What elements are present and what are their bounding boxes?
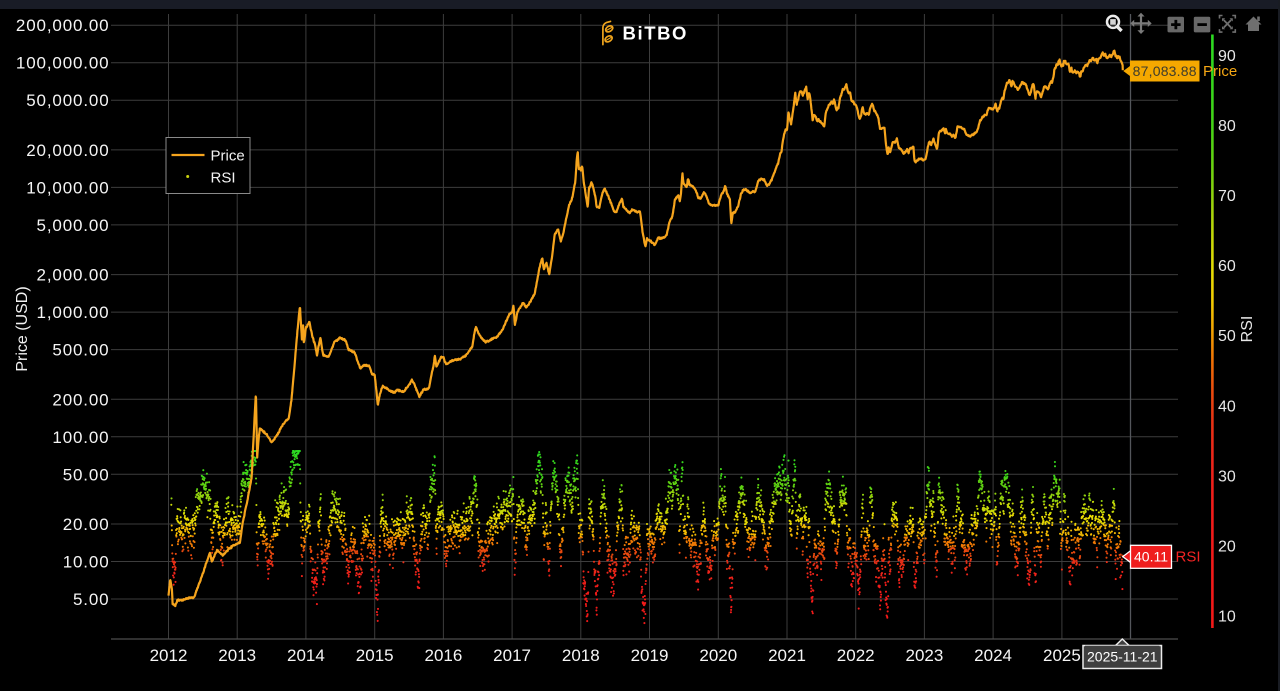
- svg-text:50,000.00: 50,000.00: [26, 91, 109, 110]
- svg-text:200,000.00: 200,000.00: [16, 16, 110, 35]
- svg-text:40.11: 40.11: [1134, 549, 1168, 565]
- svg-text:80: 80: [1218, 118, 1236, 135]
- svg-text:2020: 2020: [699, 646, 737, 665]
- svg-text:20.00: 20.00: [63, 515, 110, 534]
- svg-text:90: 90: [1218, 48, 1236, 65]
- svg-text:2023: 2023: [905, 646, 943, 665]
- svg-text:BiTBO: BiTBO: [623, 23, 689, 44]
- svg-text:10,000.00: 10,000.00: [26, 178, 109, 197]
- svg-text:2017: 2017: [493, 646, 531, 665]
- svg-text:20,000.00: 20,000.00: [26, 141, 109, 160]
- svg-text:2,000.00: 2,000.00: [37, 266, 110, 285]
- svg-text:70: 70: [1218, 188, 1236, 205]
- svg-text:10: 10: [1218, 609, 1236, 626]
- svg-text:5.00: 5.00: [73, 590, 110, 609]
- svg-text:2025: 2025: [1043, 646, 1081, 665]
- svg-text:200.00: 200.00: [52, 390, 109, 409]
- svg-text:2018: 2018: [562, 646, 600, 665]
- svg-text:RSI: RSI: [1239, 316, 1256, 343]
- svg-text:RSI: RSI: [211, 170, 236, 187]
- svg-text:2019: 2019: [631, 646, 669, 665]
- svg-text:500.00: 500.00: [52, 341, 109, 360]
- svg-text:2014: 2014: [287, 646, 325, 665]
- svg-text:100.00: 100.00: [52, 428, 109, 447]
- svg-text:2025-11-21: 2025-11-21: [1087, 649, 1158, 665]
- svg-text:40: 40: [1218, 398, 1236, 415]
- svg-text:2013: 2013: [218, 646, 256, 665]
- svg-text:50.00: 50.00: [63, 465, 110, 484]
- svg-text:2024: 2024: [974, 646, 1012, 665]
- svg-text:30: 30: [1218, 469, 1236, 486]
- svg-text:87,083.88: 87,083.88: [1133, 63, 1197, 79]
- svg-text:2012: 2012: [150, 646, 188, 665]
- svg-text:50: 50: [1218, 328, 1236, 345]
- svg-text:2021: 2021: [768, 646, 806, 665]
- svg-text:2016: 2016: [424, 646, 462, 665]
- svg-text:RSI: RSI: [1176, 549, 1201, 566]
- svg-text:5,000.00: 5,000.00: [37, 216, 110, 235]
- svg-text:60: 60: [1218, 258, 1236, 275]
- svg-text:Price: Price: [1203, 63, 1237, 80]
- svg-text:Price: Price: [211, 148, 245, 165]
- svg-text:20: 20: [1218, 539, 1236, 556]
- svg-text:2022: 2022: [837, 646, 875, 665]
- svg-text:1,000.00: 1,000.00: [37, 303, 110, 322]
- svg-text:2015: 2015: [356, 646, 394, 665]
- svg-text:100,000.00: 100,000.00: [16, 54, 110, 73]
- svg-text:Price (USD): Price (USD): [14, 286, 31, 371]
- svg-text:10.00: 10.00: [63, 553, 110, 572]
